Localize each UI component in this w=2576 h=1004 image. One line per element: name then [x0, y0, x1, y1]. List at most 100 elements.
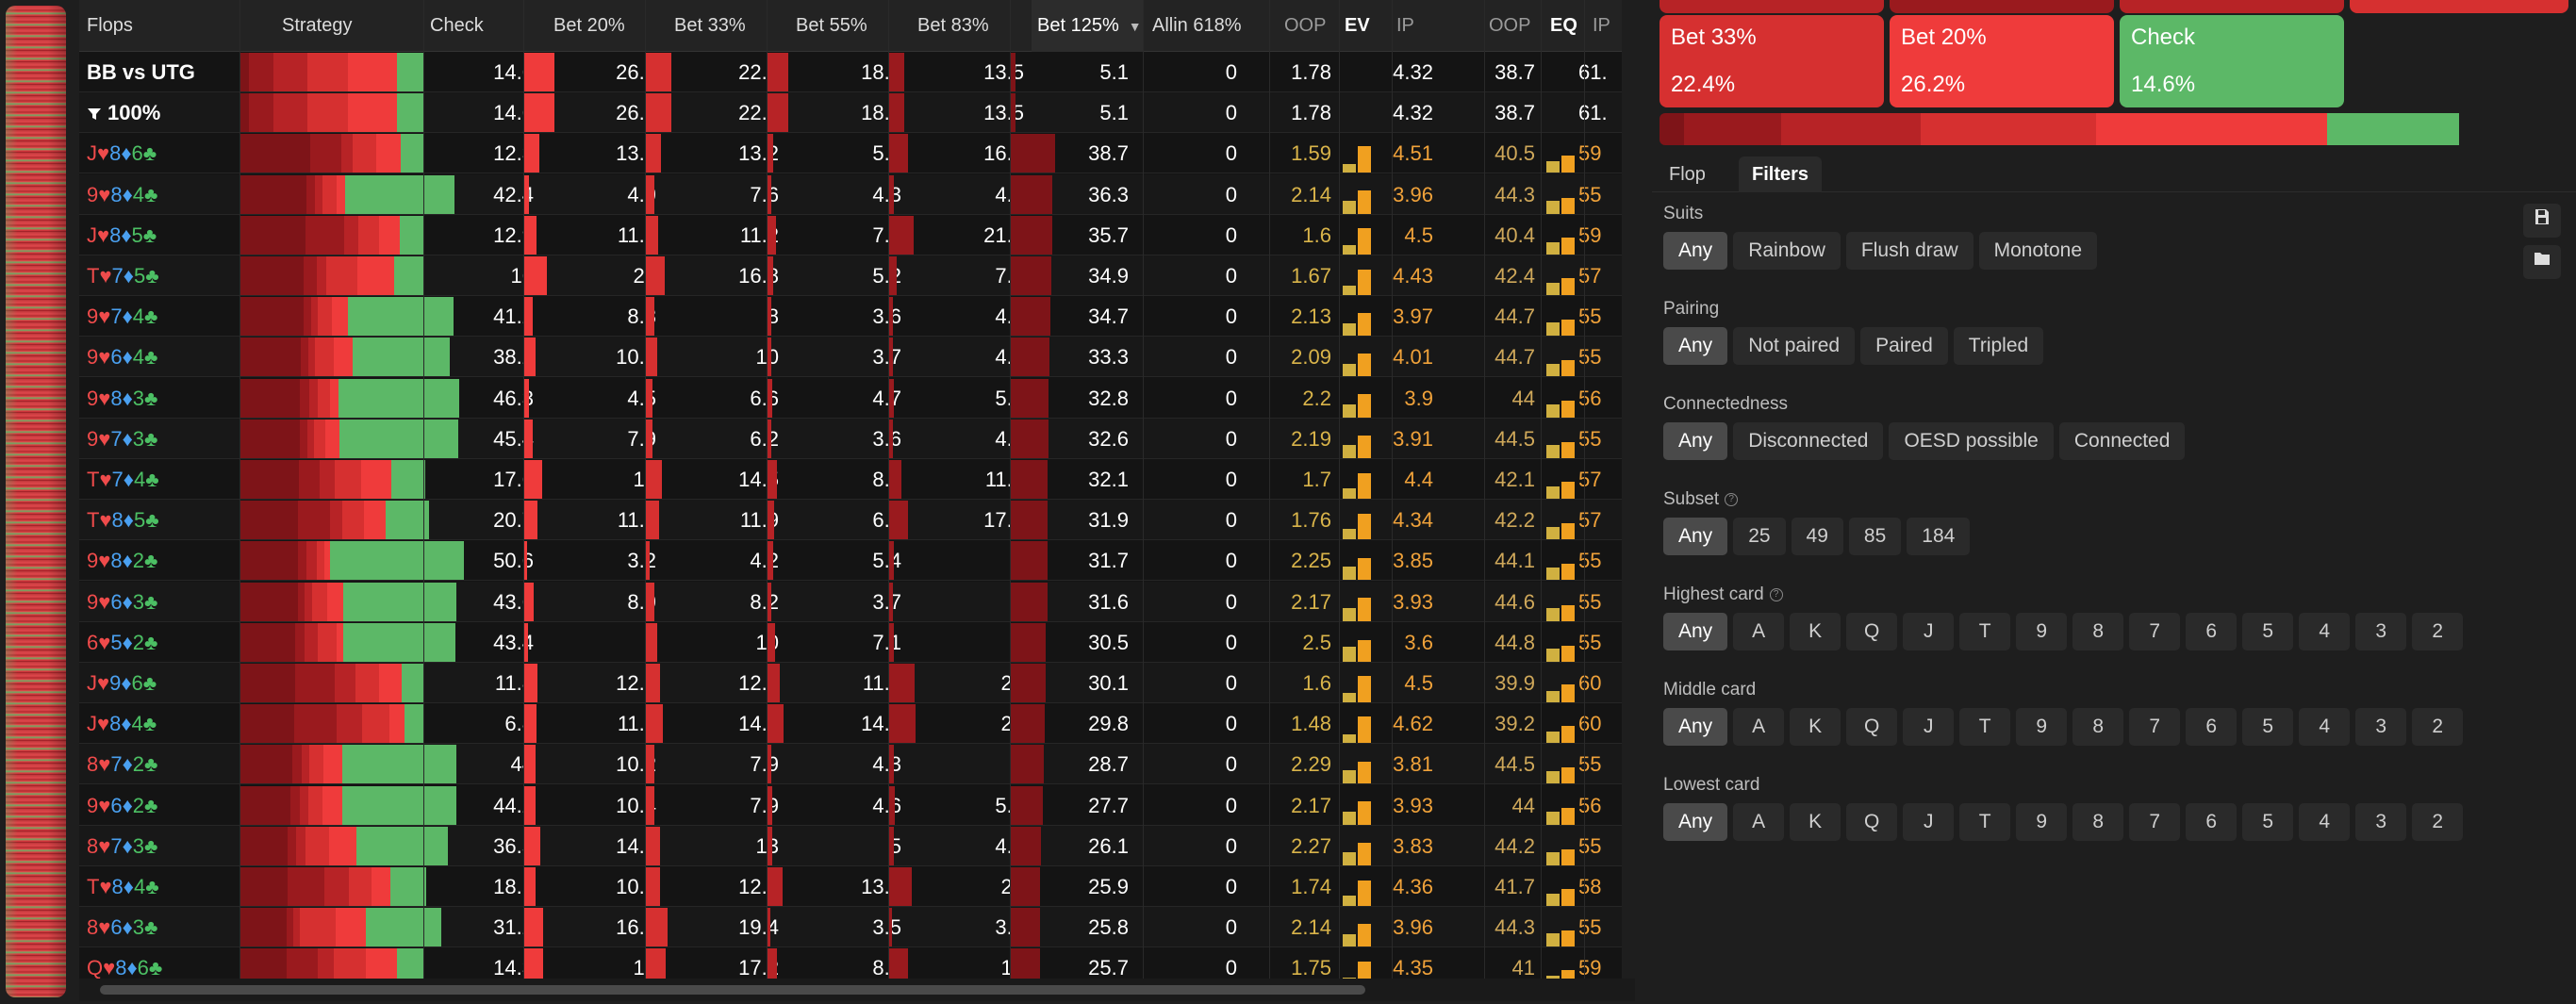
table-row[interactable]: T♥8♦4♣18.110.212.413.32025.901.744.3641.… — [79, 866, 1622, 907]
col-header-eq-ip[interactable]: IP — [1593, 15, 1610, 36]
table-row[interactable]: J♥8♦6♣ 12.3 13.2 13.2 5.8 16.8 38.7 0 1.59 4.51 40… — [79, 133, 1622, 174]
filter-suits-option[interactable]: Flush draw — [1845, 232, 1973, 270]
table-row[interactable]: 8♥6♦3♣31.216.619.43.53.525.802.143.9644.… — [79, 907, 1622, 948]
filter-lowest-option[interactable]: 7 — [2129, 803, 2181, 841]
table-row[interactable]: J♥8♦5♣ 12.9 11.4 11.2 7.6 21.2 35.7 0 1.6 4.5 40.4… — [79, 215, 1622, 255]
col-header-bet55[interactable]: Bet 55% — [796, 15, 867, 36]
filter-middle-option[interactable]: J — [1903, 708, 1955, 746]
table-row[interactable]: T♥7♦4♣17.61614.58.511.232.101.74.442.157 — [79, 459, 1622, 500]
table-row[interactable]: J♥9♦6♣11.812.212.711.32230.101.64.539.96… — [79, 663, 1622, 703]
filter-highest-option[interactable]: 3 — [2355, 613, 2407, 650]
filter-connectedness-option[interactable]: Connected — [2058, 422, 2186, 460]
col-header-bet20[interactable]: Bet 20% — [553, 15, 625, 36]
summary-row[interactable]: 100% 14.6 26.2 22.4 18.3 13.5 5.1 0 1.78 4.32 38.7… — [79, 92, 1622, 134]
col-header-bet83[interactable]: Bet 83% — [917, 15, 989, 36]
table-row[interactable]: T♥8♦5♣ 20.7 11.7 11.9 6.7 17.1 31.9 0 1.76 4.34 42… — [79, 500, 1622, 541]
filter-suits-option[interactable]: Rainbow — [1733, 232, 1841, 270]
filter-suits-option[interactable]: Any — [1663, 232, 1728, 270]
info-icon[interactable]: ? — [1725, 492, 1739, 506]
horizontal-scrollbar[interactable] — [79, 979, 1635, 1001]
filter-middle-option[interactable]: Any — [1663, 708, 1728, 746]
info-icon[interactable]: ? — [1769, 587, 1783, 601]
filter-lowest-option[interactable]: 2 — [2412, 803, 2464, 841]
filter-subset-option[interactable]: Any — [1663, 518, 1728, 555]
filter-middle-option[interactable]: T — [1959, 708, 2011, 746]
filter-highest-option[interactable]: 4 — [2299, 613, 2351, 650]
filter-highest-option[interactable]: 2 — [2412, 613, 2464, 650]
filter-highest-option[interactable]: 5 — [2242, 613, 2294, 650]
tile-bet33b-partial[interactable] — [2350, 0, 2568, 13]
filter-lowest-option[interactable]: Any — [1663, 803, 1728, 841]
filter-lowest-option[interactable]: A — [1733, 803, 1785, 841]
table-row[interactable]: 9♥7♦3♣45.47.96.23.64.232.602.193.9144.55… — [79, 418, 1622, 459]
table-row[interactable]: 9♥8♦4♣42.44.97.64.34.536.302.143.9644.35… — [79, 173, 1622, 215]
filter-icon[interactable] — [87, 101, 107, 124]
filter-middle-option[interactable]: 6 — [2186, 708, 2237, 746]
action-tile[interactable]: Check 14.6% — [2120, 15, 2344, 107]
tab-filters[interactable]: Filters — [1739, 156, 1823, 192]
filter-middle-option[interactable]: 9 — [2016, 708, 2068, 746]
filter-lowest-option[interactable]: T — [1959, 803, 2011, 841]
filter-middle-option[interactable]: Q — [1846, 708, 1898, 746]
filter-highest-option[interactable]: 9 — [2016, 613, 2068, 650]
summary-row[interactable]: BB vs UTG 14.6 26.2 22.4 18.3 13.5 5.1 0 1.78 4.3… — [79, 52, 1622, 92]
col-header-flops[interactable]: Flops — [87, 15, 133, 36]
filter-highest-option[interactable]: 8 — [2072, 613, 2124, 650]
filter-lowest-option[interactable]: 4 — [2299, 803, 2351, 841]
filter-highest-option[interactable]: 6 — [2186, 613, 2237, 650]
filter-pairing-option[interactable]: Tripled — [1953, 327, 2044, 365]
col-header-ev-oop[interactable]: OOP — [1284, 15, 1327, 36]
filter-highest-option[interactable]: K — [1790, 613, 1841, 650]
col-header-bet33[interactable]: Bet 33% — [674, 15, 746, 36]
tab-flop[interactable]: Flop — [1669, 164, 1706, 185]
col-header-bet125[interactable]: Bet 125% ▼ — [1032, 0, 1143, 52]
filter-middle-option[interactable]: 8 — [2072, 708, 2124, 746]
tile-bet55-partial[interactable] — [1660, 0, 1884, 13]
table-row[interactable]: 6♥5♦2♣43.44107.1530.502.53.644.855 — [79, 622, 1622, 663]
filter-highest-option[interactable]: T — [1959, 613, 2011, 650]
filter-lowest-option[interactable]: 5 — [2242, 803, 2294, 841]
filter-middle-option[interactable]: K — [1790, 708, 1841, 746]
filter-connectedness-option[interactable]: Any — [1663, 422, 1728, 460]
filter-lowest-option[interactable]: 9 — [2016, 803, 2068, 841]
col-header-strategy[interactable]: Strategy — [282, 15, 353, 36]
filter-connectedness-option[interactable]: Disconnected — [1733, 422, 1884, 460]
horizontal-scroll-thumb[interactable] — [100, 985, 1365, 995]
filter-highest-option[interactable]: A — [1733, 613, 1785, 650]
tile-bet55b-partial[interactable] — [2120, 0, 2344, 13]
action-tile[interactable]: Bet 20% 26.2% — [1890, 15, 2114, 107]
filter-highest-option[interactable]: Q — [1846, 613, 1898, 650]
filter-lowest-option[interactable]: K — [1790, 803, 1841, 841]
table-row[interactable]: J♥8♦4♣6.811.414.914.12329.801.484.6239.2… — [79, 703, 1622, 745]
filter-subset-option[interactable]: 25 — [1733, 518, 1786, 555]
filter-lowest-option[interactable]: 8 — [2072, 803, 2124, 841]
filter-subset-option[interactable]: 49 — [1791, 518, 1843, 555]
action-tile[interactable]: Bet 33% 22.4% — [1660, 15, 1884, 107]
filter-middle-option[interactable]: 3 — [2355, 708, 2407, 746]
filter-middle-option[interactable]: 7 — [2129, 708, 2181, 746]
filter-middle-option[interactable]: 5 — [2242, 708, 2294, 746]
col-header-allin[interactable]: Allin 618% — [1152, 15, 1242, 36]
strategy-overview-strip[interactable] — [6, 6, 66, 997]
folder-icon[interactable] — [2523, 245, 2561, 279]
filter-middle-option[interactable]: 2 — [2412, 708, 2464, 746]
filter-subset-option[interactable]: 85 — [1848, 518, 1902, 555]
filter-lowest-option[interactable]: J — [1903, 803, 1955, 841]
filter-connectedness-option[interactable]: OESD possible — [1889, 422, 2054, 460]
filter-middle-option[interactable]: A — [1733, 708, 1785, 746]
filter-highest-option[interactable]: 7 — [2129, 613, 2181, 650]
filter-highest-option[interactable]: Any — [1663, 613, 1728, 650]
filter-lowest-option[interactable]: 6 — [2186, 803, 2237, 841]
filter-pairing-option[interactable]: Not paired — [1733, 327, 1856, 365]
filter-highest-option[interactable]: J — [1903, 613, 1955, 650]
tile-bet83-partial[interactable] — [1890, 0, 2114, 13]
